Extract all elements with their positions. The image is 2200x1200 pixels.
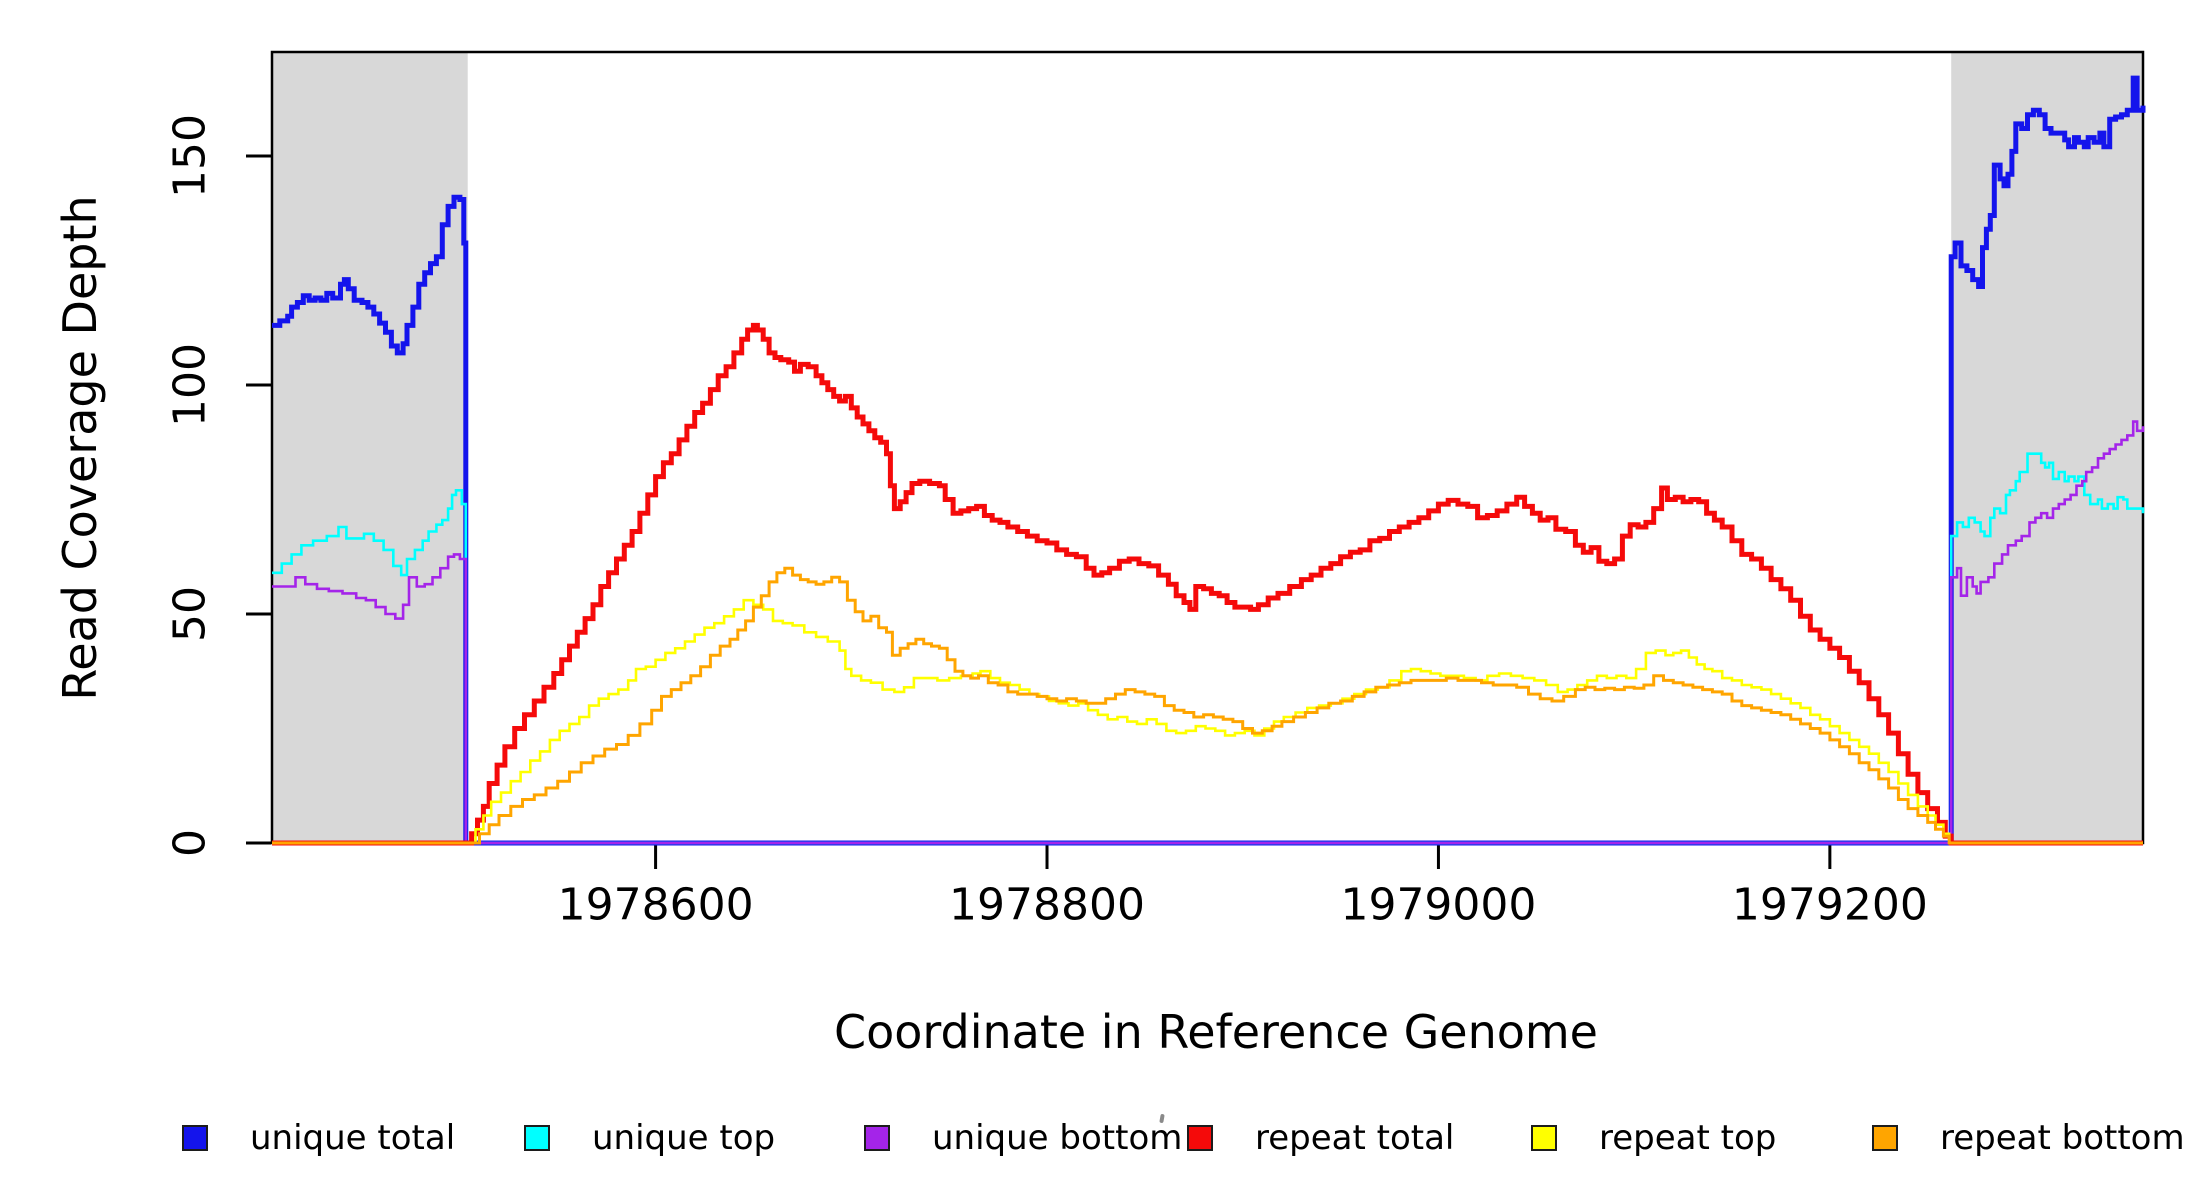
legend-label: unique top bbox=[592, 1118, 776, 1158]
series-line-repeat-top bbox=[272, 598, 2143, 845]
legend-swatch-icon bbox=[1872, 1125, 1898, 1151]
series-line-unique-total bbox=[272, 75, 2146, 846]
legend-item-repeat-total: repeat total bbox=[1187, 1118, 1454, 1158]
series-line-unique-top bbox=[272, 452, 2145, 845]
x-tick-label: 1978800 bbox=[949, 879, 1145, 931]
legend-label: unique total bbox=[250, 1118, 456, 1158]
legend-item-unique-bottom: unique bottom bbox=[864, 1118, 1182, 1158]
legend-item-unique-total: unique total bbox=[182, 1118, 455, 1158]
legend-label: unique bottom bbox=[932, 1118, 1183, 1158]
legend-item-repeat-top: repeat top bbox=[1531, 1118, 1776, 1158]
legend-swatch-icon bbox=[864, 1125, 890, 1151]
x-tick-label: 1979200 bbox=[1731, 879, 1928, 931]
shaded-region-left-flank bbox=[272, 52, 468, 843]
x-axis-title: Coordinate in Reference Genome bbox=[834, 1005, 1598, 1059]
legend-item-repeat-bottom: repeat bottom bbox=[1872, 1118, 2185, 1158]
series-line-unique-bottom bbox=[272, 420, 2145, 845]
legend-swatch-icon bbox=[182, 1125, 208, 1151]
legend-swatch-icon bbox=[1531, 1125, 1557, 1151]
legend-swatch-icon bbox=[1187, 1125, 1213, 1151]
legend-label: repeat top bbox=[1599, 1118, 1777, 1158]
legend-item-unique-top: unique top bbox=[524, 1118, 775, 1158]
legend-label: repeat total bbox=[1255, 1118, 1455, 1158]
shaded-region-right-flank bbox=[1951, 52, 2143, 843]
plot-border bbox=[270, 50, 2145, 845]
series-line-repeat-bottom bbox=[272, 566, 2143, 845]
y-tick-label: 100 bbox=[164, 342, 216, 427]
y-tick-label: 150 bbox=[164, 113, 216, 198]
x-tick-label: 1979000 bbox=[1340, 879, 1537, 931]
y-axis-title: Read Coverage Depth bbox=[53, 194, 107, 701]
legend-swatch-icon bbox=[524, 1125, 550, 1151]
series-line-repeat-total bbox=[272, 322, 2143, 846]
legend-label: repeat bottom bbox=[1940, 1118, 2185, 1158]
x-tick-label: 1978600 bbox=[557, 879, 754, 931]
y-tick-label: 0 bbox=[164, 829, 216, 857]
y-tick-label: 50 bbox=[164, 585, 216, 642]
